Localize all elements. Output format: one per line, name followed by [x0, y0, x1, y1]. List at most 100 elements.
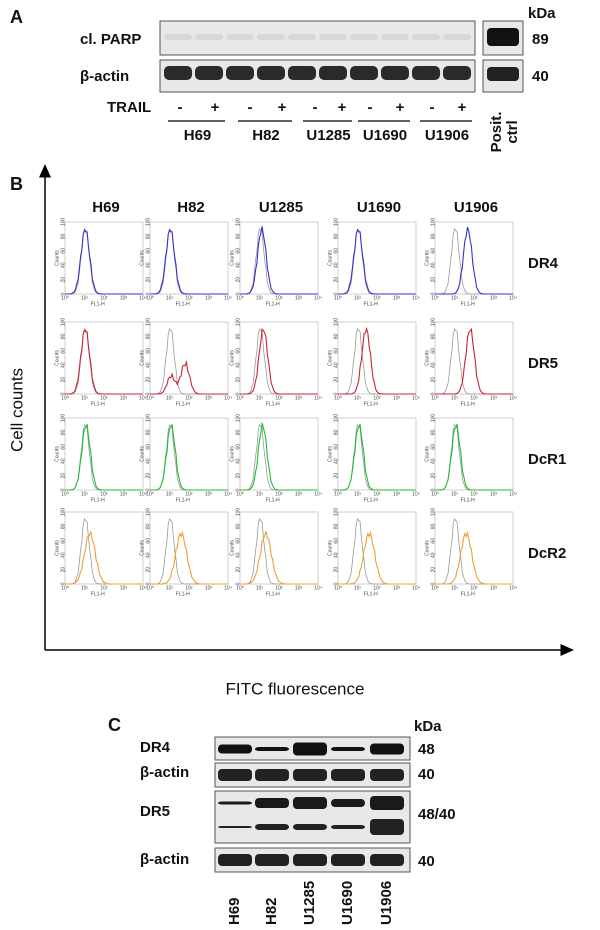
- band: [381, 34, 409, 40]
- band: [255, 854, 289, 866]
- histogram-y-tick: 60: [145, 248, 151, 254]
- histogram-y-tick: 0: [145, 582, 151, 585]
- histogram-x-tick: 10⁴: [139, 491, 147, 497]
- band: [257, 34, 285, 40]
- histogram-frame: [239, 417, 319, 491]
- histogram-x-tick: 10³: [120, 585, 128, 591]
- histogram-y-title: Counts: [327, 250, 333, 266]
- histogram-y-title: Counts: [229, 540, 235, 556]
- histogram-x-tick: 10⁰: [61, 491, 69, 497]
- histogram-x-tick: 10³: [490, 395, 498, 401]
- kda-label: 48: [418, 741, 435, 758]
- histogram-x-tick: 10²: [373, 395, 381, 401]
- kda-label: 89: [532, 31, 549, 48]
- histogram-x-tick: 10⁴: [314, 295, 322, 301]
- histogram-y-tick: 60: [333, 538, 339, 544]
- histogram-frame: [64, 417, 144, 491]
- histogram-y-tick: 40: [235, 552, 241, 558]
- histogram-x-tick: 10⁰: [334, 585, 342, 591]
- histogram-x-tick: 10⁰: [236, 295, 244, 301]
- histogram-y-tick: 60: [60, 538, 66, 544]
- row-label: cl. PARP: [80, 31, 141, 48]
- histogram-y-tick: 80: [235, 333, 241, 339]
- histogram-y-title: Counts: [229, 350, 235, 366]
- histogram-y-tick: 0: [60, 292, 66, 295]
- histogram-frame: [239, 221, 319, 295]
- histogram-x-tick: 10³: [295, 585, 303, 591]
- band: [164, 34, 192, 40]
- cell-line: H69: [184, 127, 212, 144]
- histogram-x-tick: 10³: [490, 491, 498, 497]
- band: [164, 66, 192, 80]
- histogram-x-tick: 10³: [120, 491, 128, 497]
- histogram-y-tick: 80: [145, 429, 151, 435]
- band: [370, 854, 404, 866]
- axis-title: FITC fluorescence: [226, 679, 365, 698]
- histogram-x-tick: 10³: [490, 585, 498, 591]
- histogram-x-tick: 10¹: [256, 295, 264, 301]
- histogram-y-tick: 0: [145, 292, 151, 295]
- histogram-y-tick: 100: [145, 508, 151, 517]
- histogram-x-tick: 10⁴: [224, 395, 232, 401]
- kda-header: kDa: [528, 5, 556, 22]
- cell-line: U1690: [339, 881, 356, 925]
- stain-curve: [240, 226, 318, 295]
- histogram-x-tick: 10⁴: [314, 491, 322, 497]
- stain-curve: [65, 228, 143, 295]
- band: [412, 34, 440, 40]
- histogram-x-title: FL1-H: [266, 591, 280, 597]
- stain-curve: [240, 328, 318, 395]
- column-label: U1690: [357, 199, 401, 216]
- histogram-y-tick: 40: [60, 262, 66, 268]
- histogram-y-tick: 40: [145, 262, 151, 268]
- histogram-y-tick: 40: [430, 362, 436, 368]
- histogram-y-tick: 20: [235, 377, 241, 383]
- histogram-x-title: FL1-H: [461, 301, 475, 307]
- panel-label: A: [10, 7, 23, 27]
- histogram-x-tick: 10⁴: [139, 295, 147, 301]
- histogram-y-tick: 0: [145, 392, 151, 395]
- row-label: DcR2: [528, 545, 566, 562]
- histogram-x-tick: 10³: [393, 491, 401, 497]
- histogram-x-title: FL1-H: [176, 301, 190, 307]
- histogram-x-tick: 10⁰: [334, 491, 342, 497]
- histogram-x-tick: 10¹: [451, 491, 459, 497]
- stain-curve: [240, 422, 318, 491]
- stain-curve: [65, 328, 143, 395]
- histogram-y-tick: 0: [60, 582, 66, 585]
- histogram-frame: [64, 511, 144, 585]
- histogram-x-tick: 10¹: [166, 585, 174, 591]
- band: [288, 34, 316, 40]
- column-label: H82: [177, 199, 205, 216]
- band: [226, 34, 254, 40]
- histogram-frame: [239, 511, 319, 585]
- histogram-y-tick: 100: [60, 318, 66, 327]
- histogram-y-tick: 20: [60, 377, 66, 383]
- band: [331, 854, 365, 866]
- histogram-x-tick: 10²: [275, 585, 283, 591]
- histogram-y-tick: 60: [333, 248, 339, 254]
- panel-label: B: [10, 174, 23, 194]
- sign: +: [396, 99, 405, 116]
- histogram-y-tick: 40: [145, 458, 151, 464]
- histogram-x-tick: 10⁰: [334, 395, 342, 401]
- sign: +: [211, 99, 220, 116]
- histogram-y-tick: 60: [145, 348, 151, 354]
- histogram-y-tick: 80: [145, 523, 151, 529]
- sign: -: [313, 99, 318, 116]
- band: [350, 34, 378, 40]
- band: [255, 747, 289, 751]
- stain-curve: [150, 360, 228, 395]
- histogram-x-tick: 10⁰: [431, 295, 439, 301]
- histogram-y-tick: 0: [235, 392, 241, 395]
- band: [370, 743, 404, 755]
- band: [293, 769, 327, 781]
- histogram-x-tick: 10¹: [166, 395, 174, 401]
- histogram-y-tick: 100: [430, 218, 436, 227]
- band: [293, 797, 327, 809]
- histogram-x-tick: 10⁴: [139, 395, 147, 401]
- histogram-y-tick: 0: [60, 488, 66, 491]
- histogram-y-tick: 20: [430, 277, 436, 283]
- histogram-y-tick: 0: [333, 488, 339, 491]
